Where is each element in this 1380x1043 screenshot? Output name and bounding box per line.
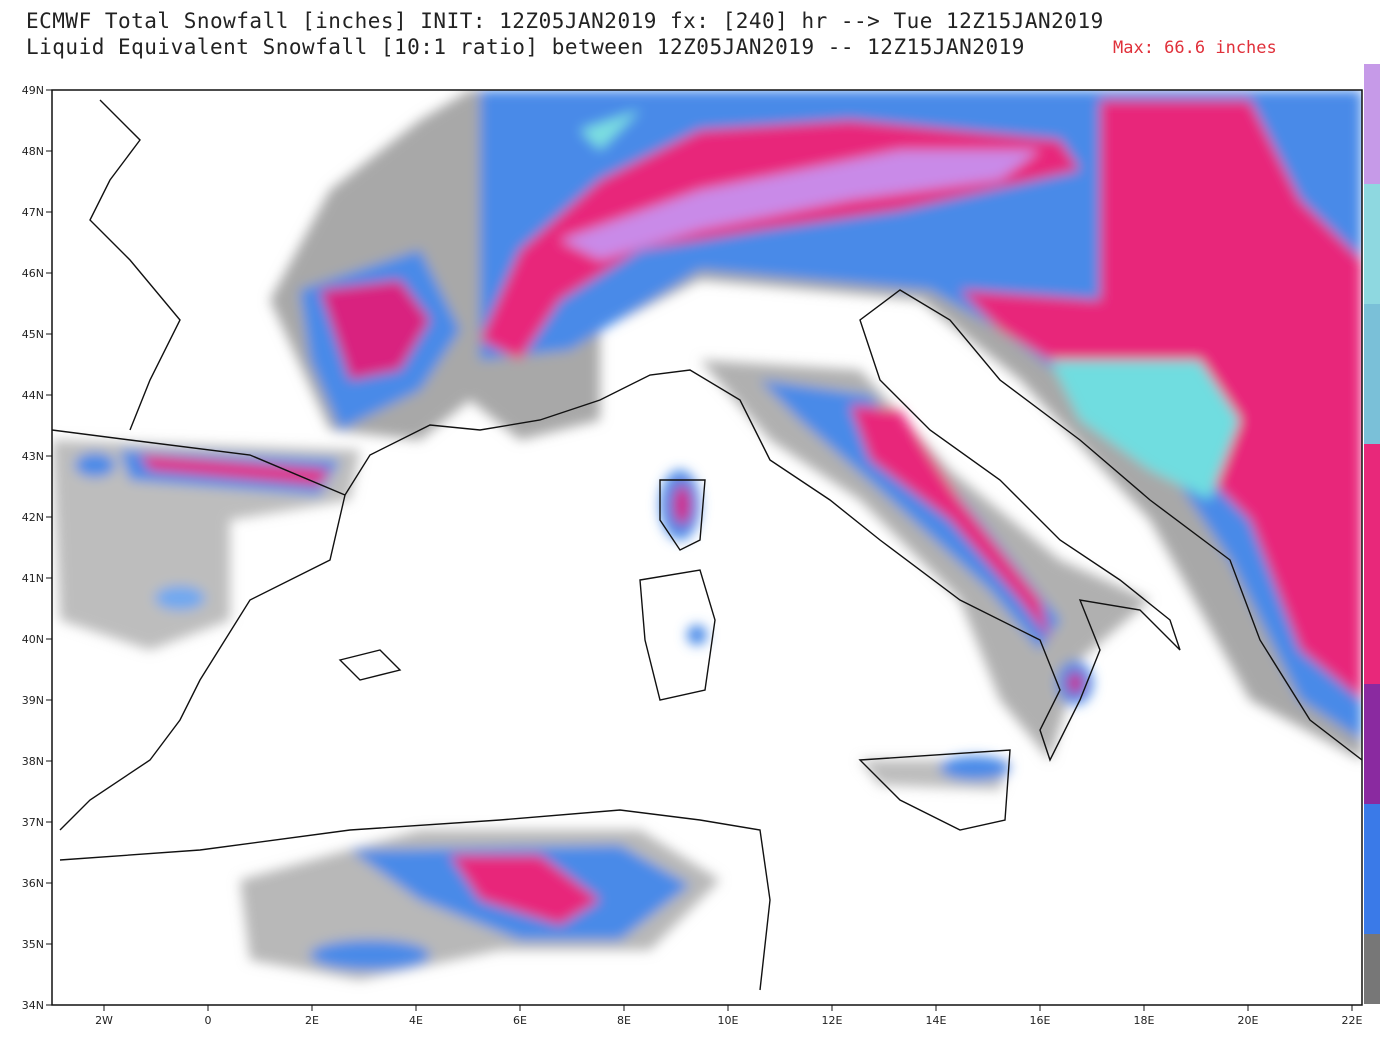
lat-label: 44N xyxy=(22,389,44,402)
colorbar xyxy=(1364,64,1380,1004)
lat-label: 45N xyxy=(22,328,44,341)
coastlines xyxy=(52,99,1362,991)
lon-label: 4E xyxy=(409,1014,423,1027)
lat-label: 34N xyxy=(22,999,44,1012)
lat-label: 39N xyxy=(22,694,44,707)
lon-label: 6E xyxy=(513,1014,527,1027)
lat-label: 37N xyxy=(22,816,44,829)
lon-label: 18E xyxy=(1134,1014,1155,1027)
lat-label: 46N xyxy=(22,267,44,280)
lon-label: 8E xyxy=(617,1014,631,1027)
lat-label: 41N xyxy=(22,572,44,585)
lon-label: 14E xyxy=(926,1014,947,1027)
title-line-1: ECMWF Total Snowfall [inches] INIT: 12Z0… xyxy=(26,9,1104,33)
map-frame xyxy=(51,89,1363,1006)
lon-label: 2W xyxy=(95,1014,113,1027)
snowfall-field xyxy=(52,90,1362,991)
lon-label: 22E xyxy=(1342,1014,1363,1027)
lon-label: 10E xyxy=(718,1014,739,1027)
lon-label: 12E xyxy=(822,1014,843,1027)
lon-label: 2E xyxy=(305,1014,319,1027)
lat-label: 42N xyxy=(22,511,44,524)
max-label: Max: 66.6 inches xyxy=(1113,38,1277,58)
lat-label: 49N xyxy=(22,84,44,97)
lat-label: 38N xyxy=(22,755,44,768)
lat-label: 48N xyxy=(22,145,44,158)
lon-label: 20E xyxy=(1238,1014,1259,1027)
lon-label: 16E xyxy=(1030,1014,1051,1027)
snow-shading xyxy=(52,90,1362,980)
lat-label: 35N xyxy=(22,938,44,951)
title-line-2: Liquid Equivalent Snowfall [10:1 ratio] … xyxy=(26,35,1025,59)
lat-label: 47N xyxy=(22,206,44,219)
lon-label: 0 xyxy=(205,1014,212,1027)
lat-label: 43N xyxy=(22,450,44,463)
lat-label: 36N xyxy=(22,877,44,890)
lat-label: 40N xyxy=(22,633,44,646)
